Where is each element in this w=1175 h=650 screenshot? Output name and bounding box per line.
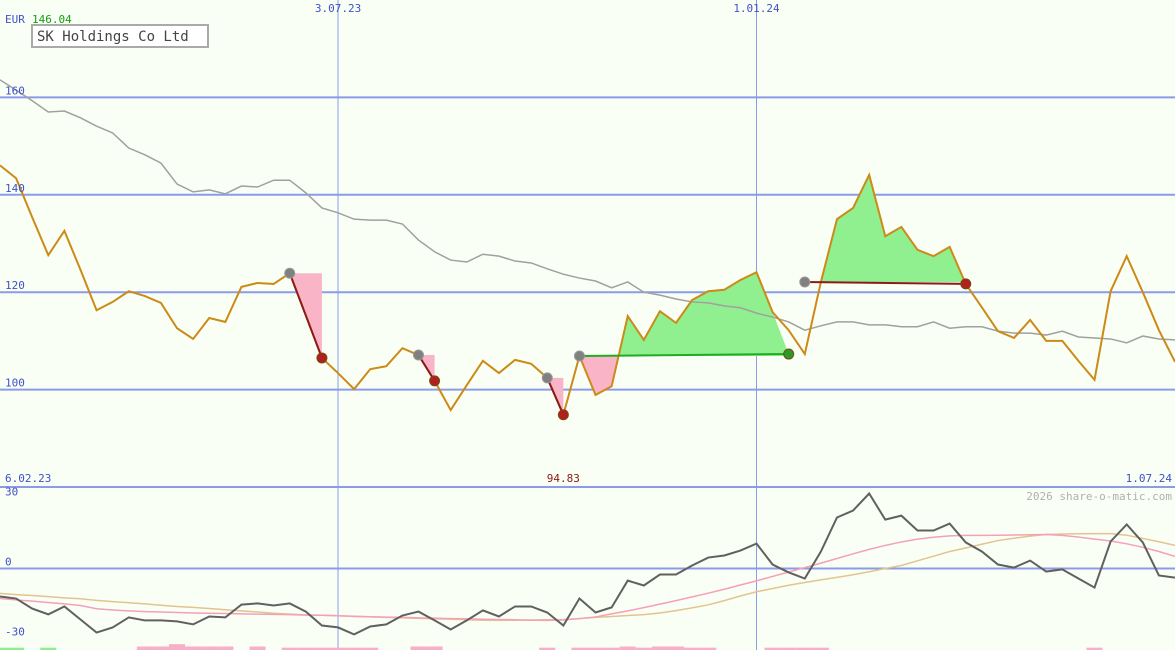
trade-line bbox=[288, 272, 323, 359]
histogram-bar bbox=[667, 646, 685, 650]
histogram-bar bbox=[185, 646, 202, 650]
histogram-bar bbox=[635, 647, 652, 650]
histogram-bar bbox=[1086, 647, 1103, 650]
histogram-bar bbox=[201, 646, 218, 650]
min-price-label: 94.83 bbox=[547, 472, 580, 485]
trade-entry bbox=[412, 349, 424, 361]
y-tick-label: 30 bbox=[5, 486, 18, 499]
trade-entry bbox=[541, 372, 553, 384]
title-box bbox=[31, 24, 209, 48]
trade-loss-area bbox=[579, 355, 789, 395]
y-tick-label: 160 bbox=[5, 84, 25, 97]
histogram-bar bbox=[217, 646, 234, 650]
histogram-bar bbox=[796, 647, 813, 650]
first-price-label: 146.04 bbox=[32, 13, 72, 26]
histogram-bar bbox=[136, 646, 153, 650]
histogram-bar bbox=[8, 647, 25, 650]
trade-gain-area bbox=[579, 272, 789, 356]
histogram-bar bbox=[152, 646, 170, 650]
histogram-bar bbox=[362, 647, 379, 650]
trade-exit bbox=[429, 375, 441, 387]
trade-line bbox=[804, 280, 966, 285]
trade-exit bbox=[557, 409, 569, 421]
trade-gain-area bbox=[804, 174, 966, 282]
histogram-bar bbox=[426, 646, 443, 650]
histogram-bar bbox=[0, 647, 9, 650]
histogram-bar bbox=[780, 647, 797, 650]
y-tick-label: 0 bbox=[5, 556, 12, 569]
histogram-bar bbox=[651, 646, 668, 650]
series-line bbox=[0, 164, 1175, 418]
watermark: 2026 share-o-matic.com bbox=[1026, 490, 1172, 503]
line-layer bbox=[0, 79, 1175, 636]
histogram-bar bbox=[700, 647, 717, 650]
trade-loss-area bbox=[289, 273, 322, 358]
histogram-bar bbox=[169, 644, 186, 650]
trade-entry bbox=[573, 350, 585, 362]
histogram-bar bbox=[539, 647, 556, 650]
histogram-bar bbox=[297, 647, 314, 650]
trade-exit bbox=[316, 352, 328, 364]
trade-exit bbox=[960, 278, 972, 290]
y-tick-label: 120 bbox=[5, 279, 25, 292]
series-line bbox=[0, 79, 1175, 344]
series-line bbox=[0, 533, 1175, 622]
chart-title: SK Holdings Co Ltd bbox=[37, 29, 189, 45]
x-range-start: 6.02.23 bbox=[5, 472, 51, 485]
histogram-bar bbox=[812, 647, 829, 650]
trade-entry bbox=[799, 276, 811, 288]
histogram-bar bbox=[587, 647, 604, 650]
histogram-bar bbox=[410, 646, 427, 650]
histogram-bar bbox=[684, 647, 701, 650]
trade-line bbox=[579, 353, 789, 357]
trade-entry bbox=[284, 267, 296, 279]
histogram-bar bbox=[619, 646, 636, 650]
trade-exit bbox=[783, 348, 795, 360]
y-tick-label: 100 bbox=[5, 377, 25, 390]
histogram-bar bbox=[764, 647, 781, 650]
trade-line bbox=[546, 377, 565, 416]
histogram-bar bbox=[329, 647, 347, 650]
series-line bbox=[0, 491, 1175, 636]
x-range-end: 1.07.24 bbox=[1126, 472, 1173, 485]
top-layer: EUR 146.04 SK Holdings Co Ltd 2026 share… bbox=[0, 2, 1175, 638]
histogram-bar bbox=[346, 647, 363, 650]
histogram-bar bbox=[281, 647, 298, 650]
histogram-bar bbox=[249, 646, 266, 650]
histogram-bar bbox=[313, 647, 330, 650]
y-tick-label: 140 bbox=[5, 182, 25, 195]
x-tick-label: 1.01.24 bbox=[733, 2, 780, 15]
histogram-bar bbox=[603, 647, 620, 650]
histogram-bar bbox=[571, 647, 588, 650]
histogram-bar bbox=[40, 647, 57, 650]
currency-label: EUR bbox=[5, 13, 25, 26]
y-tick-label: -30 bbox=[5, 625, 25, 638]
x-tick-label: 3.07.23 bbox=[315, 2, 361, 15]
